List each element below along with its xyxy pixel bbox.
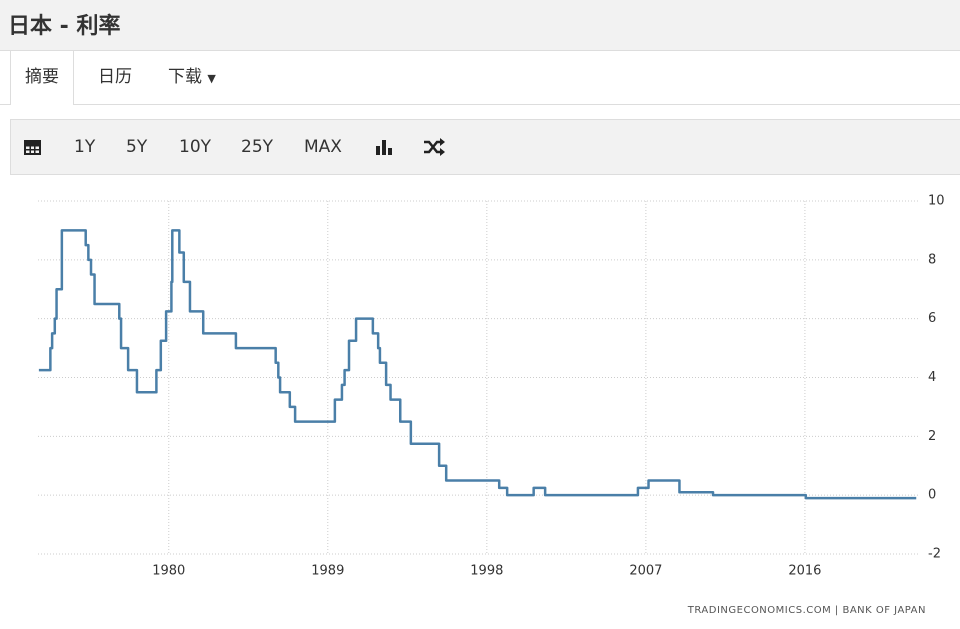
dropdown-caret: ▼: [207, 72, 216, 85]
range-button[interactable]: 10Y: [179, 137, 212, 157]
tab[interactable]: 日历: [98, 67, 132, 87]
range-button[interactable]: 25Y: [241, 137, 274, 157]
y-tick-label: 4: [928, 370, 936, 385]
tab[interactable]: 摘要: [10, 51, 74, 105]
y-tick-label: 8: [928, 252, 936, 267]
y-tick-label: 10: [928, 194, 945, 209]
shuffle-icon[interactable]: [423, 138, 445, 156]
y-tick-label: 6: [928, 311, 936, 326]
x-tick-label: 1989: [311, 564, 344, 579]
y-tick-label: 2: [928, 429, 936, 444]
x-tick-label: 1998: [470, 564, 503, 579]
x-tick-label: 1980: [152, 564, 185, 579]
bar-chart-icon[interactable]: [375, 138, 393, 156]
range-button[interactable]: 5Y: [126, 137, 148, 157]
tab-label: 下载: [168, 67, 202, 87]
tab-bar: 摘要 日历 下载 ▼: [0, 51, 960, 105]
y-tick-label: -2: [928, 547, 941, 562]
range-button[interactable]: 1Y: [74, 137, 96, 157]
source-credit: TRADINGECONOMICS.COM | BANK OF JAPAN: [687, 605, 926, 616]
line-series: [38, 229, 917, 500]
tab[interactable]: 下载 ▼: [154, 51, 230, 104]
page-title: 日本 - 利率: [8, 14, 121, 39]
y-tick-label: 0: [928, 488, 936, 503]
x-tick-label: 2007: [629, 564, 662, 579]
range-button[interactable]: MAX: [304, 137, 342, 157]
calendar-icon[interactable]: [23, 137, 43, 157]
toolbar: 1Y 5Y 10Y 25Y MAX: [10, 119, 960, 175]
header: 日本 - 利率: [0, 0, 960, 51]
x-tick-label: 2016: [788, 564, 821, 579]
